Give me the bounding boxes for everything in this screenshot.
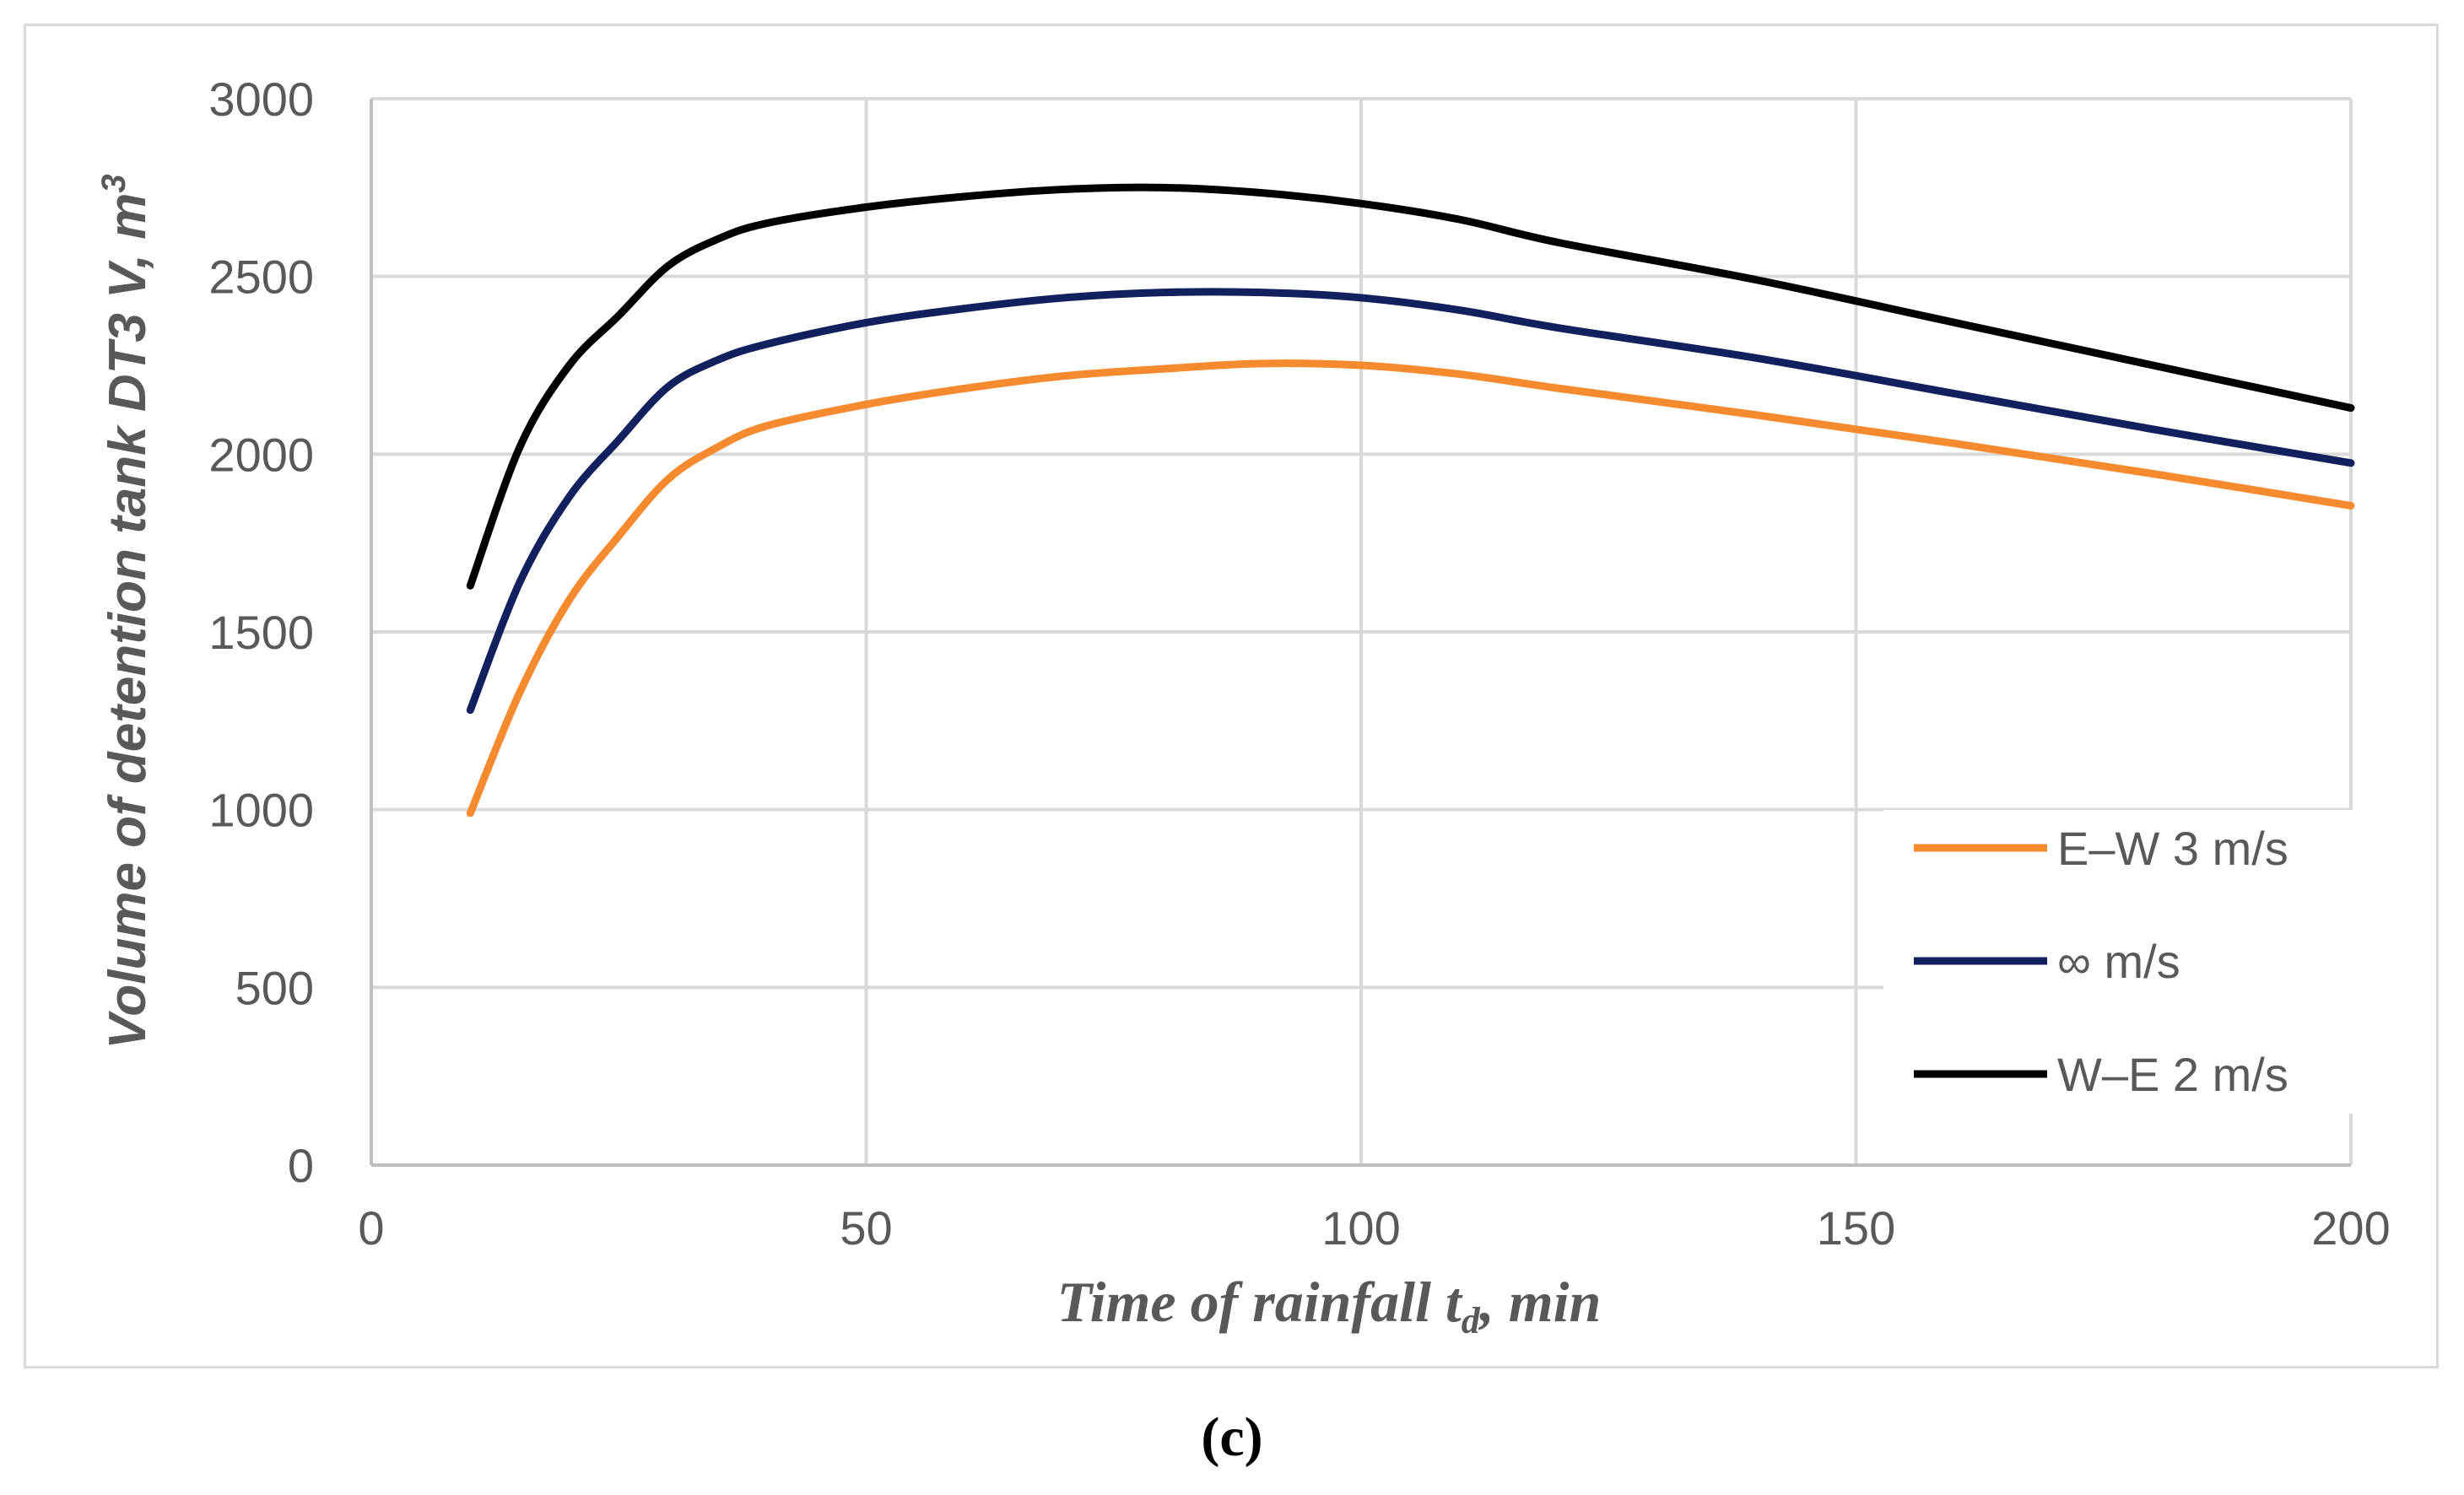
y-axis-label-text: Volume of detention tank DT3 V, m bbox=[99, 193, 157, 1050]
figure-caption: (c) bbox=[1201, 1406, 1262, 1468]
series-line-ew-3 bbox=[466, 359, 2355, 818]
series-line-infinity bbox=[466, 288, 2355, 715]
legend: E–W 3 m/s ∞ m/s W–E 2 m/s bbox=[1914, 822, 2288, 1101]
y-tick-label: 1000 bbox=[208, 784, 314, 837]
axes bbox=[370, 99, 2351, 1167]
x-axis-label: Time of rainfall td, min bbox=[1057, 1270, 1602, 1341]
series-line-we-2 bbox=[466, 183, 2355, 590]
y-axis-label: Volume of detention tank DT3 V, m3 bbox=[95, 174, 157, 1049]
y-tick-labels: 0 500 1000 1500 2000 2500 3000 bbox=[208, 73, 314, 1192]
x-tick-label: 50 bbox=[840, 1201, 892, 1255]
y-tick-label: 0 bbox=[288, 1139, 314, 1192]
y-tick-label: 2500 bbox=[208, 251, 314, 304]
y-axis-label-superscript: 3 bbox=[95, 174, 132, 192]
chart-frame bbox=[24, 24, 2439, 1368]
x-axis-label-tail: , min bbox=[1478, 1270, 1602, 1334]
y-tick-label: 1500 bbox=[208, 606, 314, 659]
x-tick-label: 0 bbox=[358, 1201, 384, 1255]
y-tick-label: 2000 bbox=[208, 428, 314, 481]
legend-label: E–W 3 m/s bbox=[2057, 822, 2288, 875]
x-tick-label: 100 bbox=[1321, 1201, 1400, 1255]
x-tick-labels: 0 50 100 150 200 bbox=[358, 1201, 2390, 1255]
x-tick-label: 200 bbox=[2311, 1201, 2390, 1255]
x-tick-label: 150 bbox=[1817, 1201, 1895, 1255]
y-tick-label: 3000 bbox=[208, 73, 314, 126]
legend-label: W–E 2 m/s bbox=[2057, 1048, 2288, 1101]
x-axis-label-text: Time of rainfall t bbox=[1057, 1270, 1463, 1334]
y-tick-label: 500 bbox=[235, 961, 314, 1014]
series-lines bbox=[466, 183, 2355, 818]
legend-label: ∞ m/s bbox=[2057, 935, 2180, 988]
x-axis-label-subscript: d bbox=[1462, 1300, 1481, 1341]
